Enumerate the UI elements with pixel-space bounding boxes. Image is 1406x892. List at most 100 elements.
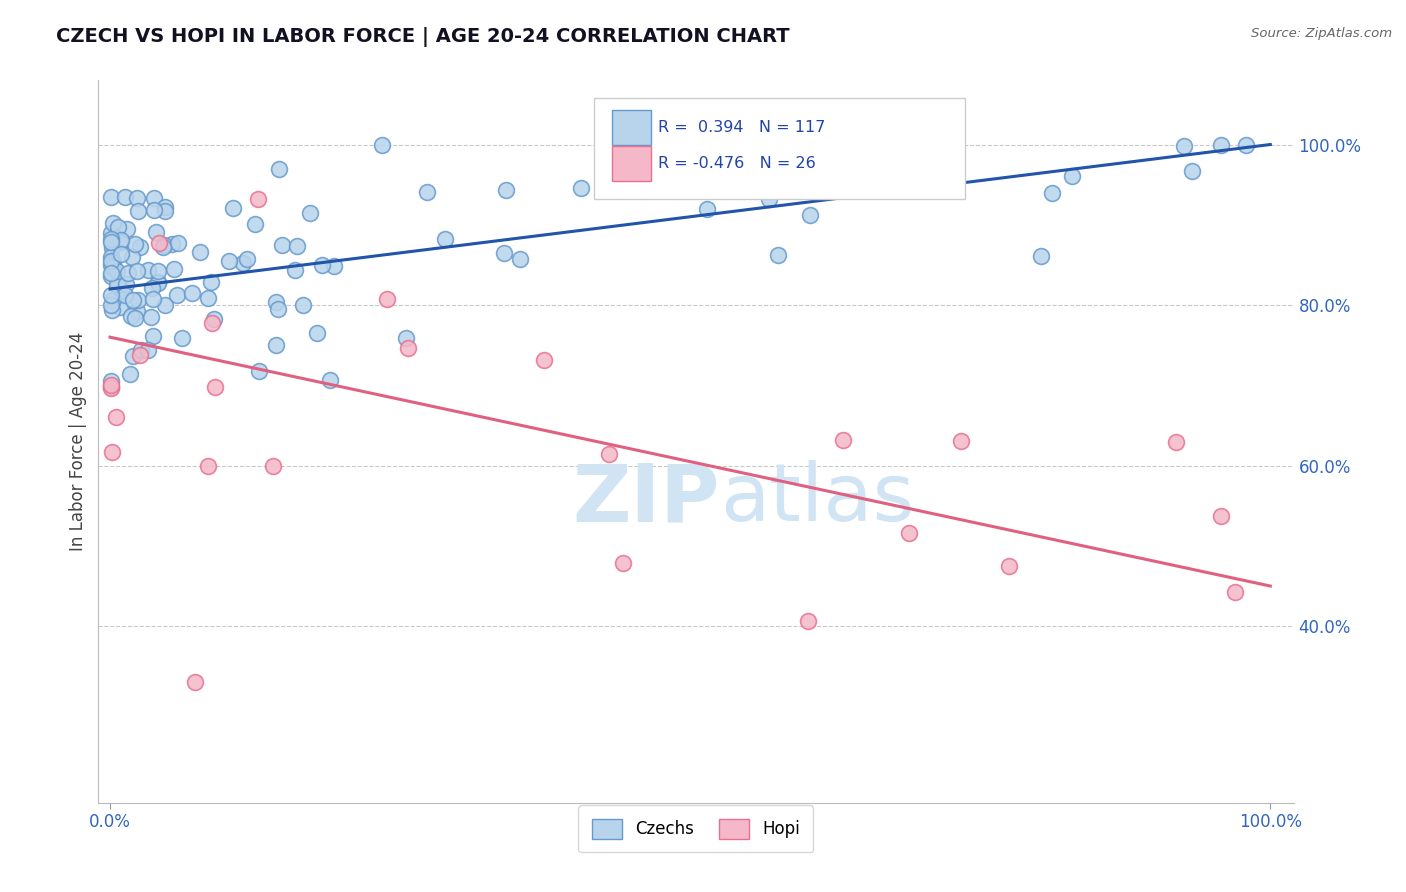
Point	[236, 252, 259, 266]
Point	[153, 200, 176, 214]
Point	[218, 254, 240, 268]
Point	[1164, 434, 1187, 449]
Point	[128, 348, 150, 362]
Point	[114, 190, 136, 204]
Point	[107, 277, 129, 291]
Point	[243, 217, 266, 231]
Point	[197, 291, 219, 305]
Point	[110, 235, 132, 249]
Point	[136, 262, 159, 277]
Point	[148, 276, 170, 290]
Point	[1029, 250, 1052, 264]
Point	[100, 445, 122, 459]
Point	[246, 192, 269, 206]
Point	[110, 301, 132, 315]
Point	[285, 239, 308, 253]
FancyBboxPatch shape	[613, 146, 651, 181]
Point	[100, 258, 122, 272]
Text: R = -0.476   N = 26: R = -0.476 N = 26	[658, 156, 815, 171]
Text: Source: ZipAtlas.com: Source: ZipAtlas.com	[1251, 27, 1392, 40]
Point	[101, 260, 124, 274]
Point	[163, 261, 186, 276]
Point	[204, 380, 226, 394]
Point	[371, 138, 394, 153]
Point	[100, 232, 122, 246]
Text: R =  0.394   N = 117: R = 0.394 N = 117	[658, 120, 825, 135]
Point	[152, 240, 174, 254]
Point	[115, 222, 138, 236]
Point	[129, 239, 152, 253]
Point	[101, 303, 124, 318]
Point	[766, 248, 789, 262]
Point	[153, 298, 176, 312]
Point	[100, 235, 122, 249]
Point	[799, 208, 821, 222]
Point	[1173, 138, 1195, 153]
Point	[145, 225, 167, 239]
Point	[1181, 163, 1204, 178]
Point	[127, 293, 149, 308]
Point	[105, 410, 128, 425]
Point	[797, 614, 820, 628]
Point	[319, 373, 342, 387]
Point	[758, 192, 780, 206]
Y-axis label: In Labor Force | Age 20-24: In Labor Force | Age 20-24	[69, 332, 87, 551]
Text: ZIP: ZIP	[572, 460, 720, 539]
Point	[125, 304, 148, 318]
Point	[396, 341, 419, 355]
Point	[110, 247, 132, 261]
Text: atlas: atlas	[720, 460, 914, 539]
Point	[152, 238, 174, 252]
Point	[100, 254, 122, 268]
Point	[533, 352, 555, 367]
Text: CZECH VS HOPI IN LABOR FORCE | AGE 20-24 CORRELATION CHART: CZECH VS HOPI IN LABOR FORCE | AGE 20-24…	[56, 27, 790, 46]
Point	[153, 204, 176, 219]
Point	[100, 380, 122, 394]
Point	[832, 434, 855, 448]
Point	[101, 236, 124, 251]
Point	[492, 246, 515, 260]
Point	[166, 288, 188, 302]
Point	[666, 178, 689, 192]
Point	[110, 233, 132, 247]
Point	[292, 298, 315, 312]
Point	[167, 235, 190, 250]
Point	[323, 260, 346, 274]
Point	[124, 236, 146, 251]
Point	[125, 191, 148, 205]
Point	[266, 295, 288, 310]
Point	[1211, 509, 1233, 524]
Point	[305, 326, 328, 340]
Point	[416, 185, 439, 199]
Point	[898, 525, 921, 540]
Point	[375, 292, 398, 306]
Point	[267, 162, 290, 177]
Point	[146, 277, 169, 291]
Point	[197, 459, 219, 474]
FancyBboxPatch shape	[613, 110, 651, 145]
Point	[264, 338, 287, 352]
Point	[120, 309, 142, 323]
Point	[188, 245, 211, 260]
Point	[232, 255, 254, 269]
Legend: Czechs, Hopi: Czechs, Hopi	[578, 805, 814, 852]
Point	[162, 237, 184, 252]
Point	[1234, 137, 1257, 152]
Point	[184, 675, 207, 690]
Point	[222, 201, 245, 215]
Point	[200, 275, 222, 289]
Point	[114, 287, 136, 301]
Point	[949, 434, 972, 448]
Point	[100, 250, 122, 264]
Point	[101, 216, 124, 230]
Point	[129, 343, 152, 358]
Point	[121, 250, 143, 264]
Point	[127, 204, 149, 219]
Point	[103, 293, 125, 307]
Point	[146, 264, 169, 278]
Point	[100, 241, 122, 255]
Point	[839, 137, 862, 152]
Point	[100, 269, 122, 284]
Point	[108, 281, 131, 295]
Point	[125, 263, 148, 277]
